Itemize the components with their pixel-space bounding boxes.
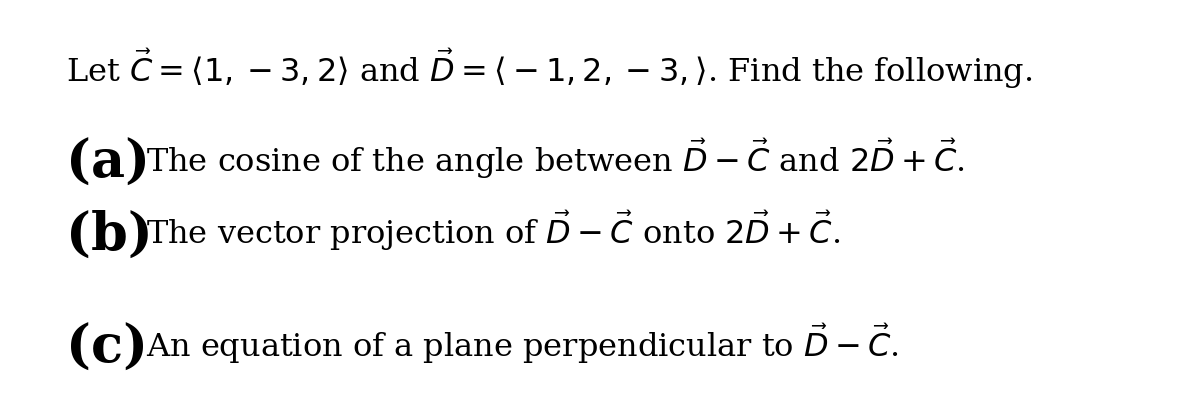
Text: The vector projection of $\vec{D} - \vec{C}$ onto $2\vec{D} + \vec{C}$.: The vector projection of $\vec{D} - \vec…	[146, 209, 841, 253]
Text: (b): (b)	[66, 210, 152, 261]
Text: The cosine of the angle between $\vec{D} - \vec{C}$ and $2\vec{D} + \vec{C}$.: The cosine of the angle between $\vec{D}…	[146, 136, 965, 181]
Text: Let $\vec{C} = \langle 1, -3, 2\rangle$ and $\vec{D} = \langle -1, 2, -3, \rangl: Let $\vec{C} = \langle 1, -3, 2\rangle$ …	[66, 46, 1032, 91]
Text: (c): (c)	[66, 323, 148, 374]
Text: (a): (a)	[66, 138, 150, 189]
Text: An equation of a plane perpendicular to $\vec{D} - \vec{C}$.: An equation of a plane perpendicular to …	[146, 322, 899, 366]
